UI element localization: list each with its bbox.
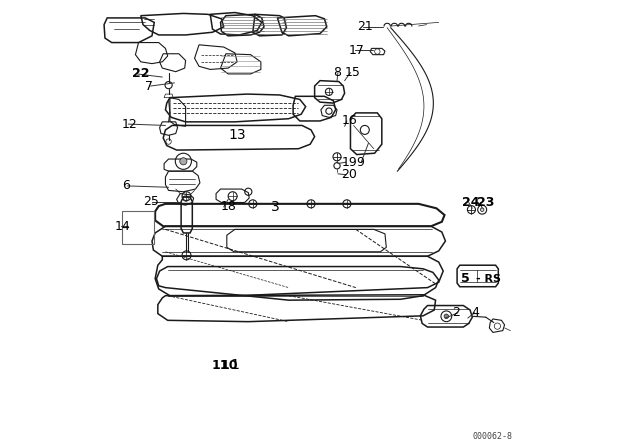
Circle shape: [180, 158, 187, 165]
Text: 13: 13: [228, 128, 246, 142]
Circle shape: [444, 314, 449, 319]
Text: 14: 14: [115, 220, 131, 233]
Text: 2: 2: [452, 306, 460, 319]
Text: 18: 18: [221, 200, 236, 214]
Text: 25: 25: [143, 195, 159, 208]
Text: 17: 17: [349, 43, 365, 57]
Text: 19: 19: [342, 155, 357, 169]
Text: 8: 8: [333, 66, 342, 79]
Text: 3: 3: [271, 200, 280, 214]
Text: 7: 7: [145, 79, 153, 93]
Text: 000062-8: 000062-8: [472, 432, 513, 441]
Text: 11: 11: [212, 358, 229, 372]
Text: 10: 10: [221, 358, 238, 372]
Text: 23: 23: [477, 196, 494, 209]
Text: 24: 24: [463, 196, 480, 209]
Text: 20: 20: [342, 168, 357, 181]
Text: 15: 15: [344, 66, 360, 79]
Circle shape: [481, 208, 484, 211]
Text: - RS: - RS: [476, 274, 501, 284]
Text: 22: 22: [132, 67, 149, 81]
Text: 21: 21: [356, 20, 372, 34]
Text: 6: 6: [122, 179, 130, 193]
Text: 9: 9: [356, 155, 364, 169]
Text: 16: 16: [342, 114, 357, 128]
Text: 1: 1: [230, 358, 239, 372]
Text: 12: 12: [122, 117, 138, 131]
Text: 4: 4: [472, 306, 479, 319]
Text: 5: 5: [461, 272, 470, 285]
